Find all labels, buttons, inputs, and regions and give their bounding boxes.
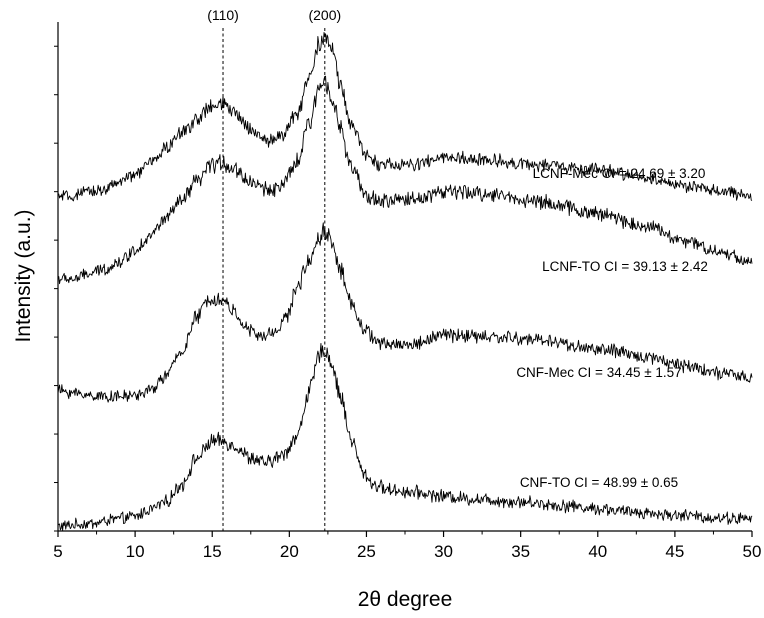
x-axis-ticks: 5 10 15 20 25 30 35 40 45 50 [53,531,761,561]
x-tick-label: 15 [203,542,222,561]
x-tick-label: 20 [280,542,299,561]
series-annotation-cnf-mec: CNF-Mec CI = 34.45 ± 1.57 [516,365,681,380]
series-line-lcnf-to [57,75,753,285]
reference-label: (110) [207,7,239,23]
series-annotations: CNF-TO CI = 48.99 ± 0.65 CNF-Mec CI = 34.… [516,166,708,490]
series-lines [57,31,753,531]
series-annotation-cnf-to: CNF-TO CI = 48.99 ± 0.65 [520,475,678,490]
series-annotation-lcnf-to: LCNF-TO CI = 39.13 ± 2.42 [542,259,708,274]
series-annotation-lcnf-mec: LCNF-Mec CI = 24.69 ± 3.20 [533,166,706,181]
x-tick-label: 10 [126,542,145,561]
y-axis-ticks [54,45,58,532]
x-tick-label: 35 [511,542,530,561]
x-tick-label: 30 [434,542,453,561]
plot-area: 5 10 15 20 25 30 35 40 45 50 (110) (200) CNF-TO CI… [53,7,761,561]
series-line-cnf-to [57,342,753,531]
reference-label: (200) [308,7,341,23]
x-tick-label: 45 [665,542,684,561]
x-tick-label: 5 [53,542,62,561]
x-tick-label: 50 [743,542,762,561]
x-axis-title: 2θ degree [358,588,453,611]
series-line-cnf-mec [57,222,753,403]
series-line-lcnf-mec [57,31,753,202]
x-tick-label: 25 [357,542,376,561]
x-tick-label: 40 [588,542,607,561]
reference-lines: (110) (200) [207,7,341,531]
y-axis-title: Intensity (a.u.) [12,209,35,342]
